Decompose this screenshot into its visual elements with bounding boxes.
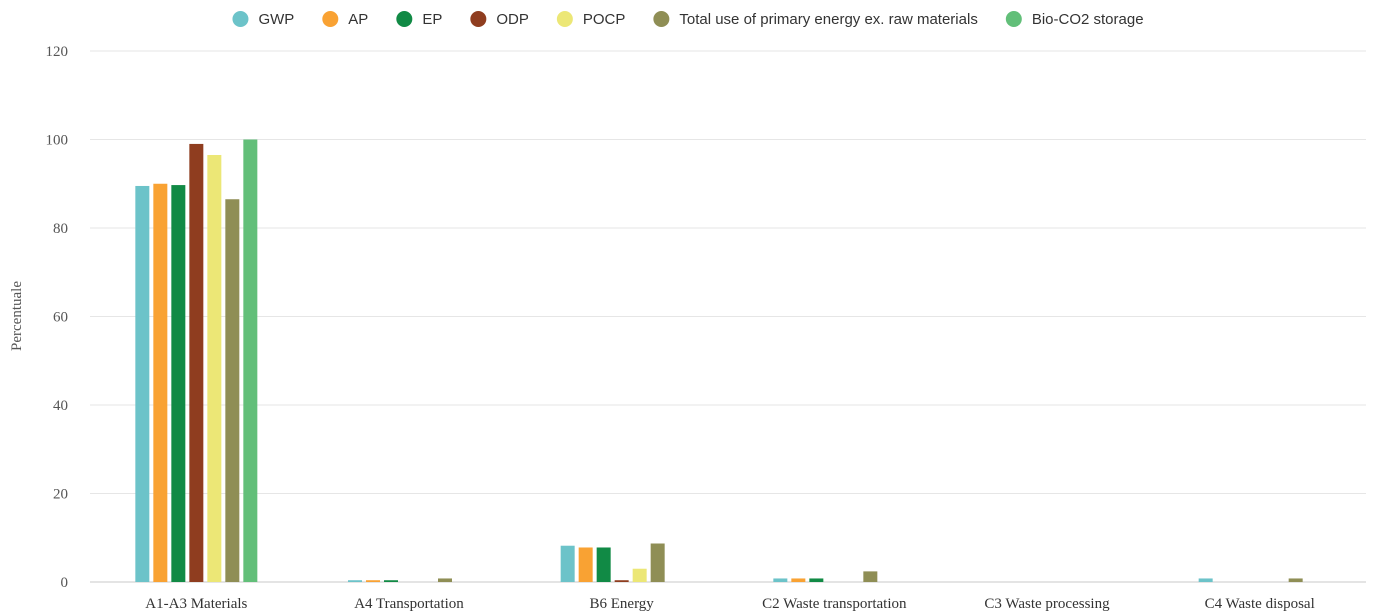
bar-gwp-2[interactable]: [560, 545, 575, 582]
bar-total-use-of-primary-energy-ex-raw-materials-5[interactable]: [1288, 578, 1303, 582]
y-tick-label: 20: [53, 487, 68, 503]
bar-total-use-of-primary-energy-ex-raw-materials-2[interactable]: [650, 543, 665, 582]
legend-label: POCP: [583, 11, 626, 28]
bar-ap-1[interactable]: [366, 580, 380, 582]
legend-swatch: [556, 11, 573, 27]
y-axis-label: Percentuale: [9, 281, 25, 351]
legend-swatch: [232, 11, 249, 27]
bar-gwp-0[interactable]: [135, 185, 150, 582]
x-axis-categories: A1-A3 Materials A4 Transportation B6 Energ…: [145, 596, 1314, 612]
legend-swatch: [470, 11, 487, 27]
x-category-label: C4 Waste disposal: [1205, 596, 1315, 612]
bar-ap-2[interactable]: [578, 547, 593, 582]
chart-legend: GWP AP EP ODP POCP Total use of primary energ…: [232, 11, 1144, 28]
legend-label: ODP: [496, 11, 529, 28]
bar-odp-0[interactable]: [189, 143, 204, 583]
bar-ep-2[interactable]: [596, 547, 611, 582]
legend-label: Bio-CO2 storage: [1032, 11, 1144, 28]
legend-label: AP: [348, 11, 368, 28]
y-tick-label: 40: [53, 398, 68, 414]
bars: [135, 139, 1303, 583]
y-tick-label: 100: [46, 133, 69, 149]
bar-total-use-of-primary-energy-ex-raw-materials-3[interactable]: [863, 571, 878, 582]
bar-ap-3[interactable]: [791, 578, 806, 582]
legend-item-ap[interactable]: AP: [322, 11, 368, 28]
legend-item-ep[interactable]: EP: [396, 11, 442, 28]
bar-total-use-of-primary-energy-ex-raw-materials-1[interactable]: [438, 578, 452, 582]
legend-label: EP: [422, 11, 442, 28]
x-category-label: A4 Transportation: [354, 596, 464, 612]
y-tick-label: 120: [46, 44, 69, 60]
y-tick-label: 0: [61, 575, 69, 591]
y-tick-label: 80: [53, 221, 68, 237]
gridlines: [90, 50, 1366, 583]
legend-swatch: [1005, 11, 1022, 27]
legend-swatch: [396, 11, 413, 27]
legend-item-gwp[interactable]: GWP: [232, 11, 294, 28]
bar-gwp-5[interactable]: [1198, 578, 1213, 582]
bar-pocp-2[interactable]: [632, 568, 647, 582]
legend-swatch: [322, 11, 339, 27]
y-axis-ticks: 0 20 40 60 80 100 120: [46, 44, 69, 591]
bar-gwp-3[interactable]: [773, 578, 788, 582]
legend-item-bio-co2-storage[interactable]: Bio-CO2 storage: [1005, 11, 1144, 28]
bar-total-use-of-primary-energy-ex-raw-materials-0[interactable]: [225, 199, 240, 583]
x-category-label: C3 Waste processing: [984, 596, 1110, 612]
bar-ep-3[interactable]: [809, 578, 824, 582]
bar-pocp-0[interactable]: [207, 154, 222, 583]
legend-label: Total use of primary energy ex. raw mate…: [679, 11, 977, 28]
bar-odp-2[interactable]: [614, 580, 629, 582]
bar-ap-0[interactable]: [153, 183, 168, 582]
legend-swatch: [653, 11, 670, 27]
x-category-label: C2 Waste transportation: [762, 596, 907, 612]
x-category-label: A1-A3 Materials: [145, 596, 247, 612]
y-tick-label: 60: [53, 310, 68, 326]
bar-gwp-1[interactable]: [348, 580, 362, 582]
bar-bio-co2-storage-0[interactable]: [243, 139, 258, 583]
bar-ep-0[interactable]: [171, 185, 186, 582]
legend-item-odp[interactable]: ODP: [470, 11, 529, 28]
legend-label: GWP: [258, 11, 294, 28]
bar-ep-1[interactable]: [384, 580, 398, 582]
legend-item-pocp[interactable]: POCP: [556, 11, 626, 28]
x-category-label: B6 Energy: [590, 596, 655, 612]
legend-item-total-use-of-primary-energy-ex-raw-materials[interactable]: Total use of primary energy ex. raw mate…: [653, 11, 978, 28]
